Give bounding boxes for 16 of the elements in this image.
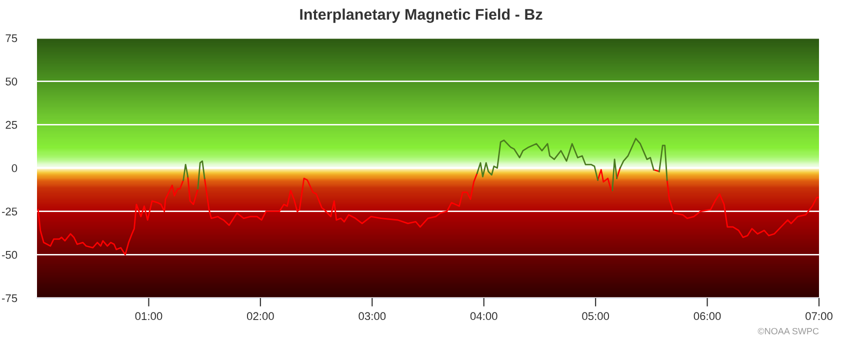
text: ©NOAA SWPC (758, 328, 819, 334)
y-tick-label: -75 (2, 294, 18, 302)
x-tick-label: 07:00 (806, 312, 832, 320)
y-tick-label: 0 (12, 164, 18, 172)
y-tick-label: -50 (2, 250, 18, 259)
y-tick-label: 75 (6, 34, 18, 42)
y-tick-label: 25 (6, 120, 18, 129)
x-tick-label: 06:00 (694, 312, 721, 320)
x-tick-label: 05:00 (582, 312, 610, 320)
x-tick-label: 01:00 (135, 312, 162, 320)
chart-title: Interplanetary Magnetic Field - Bz (300, 8, 542, 23)
y-tick-label: 50 (6, 78, 18, 86)
x-tick-label: 02:00 (246, 312, 274, 320)
x-tick-label: 03:00 (358, 312, 386, 320)
y-tick-label: -25 (2, 208, 18, 216)
x-tick-label: 04:00 (470, 312, 498, 320)
